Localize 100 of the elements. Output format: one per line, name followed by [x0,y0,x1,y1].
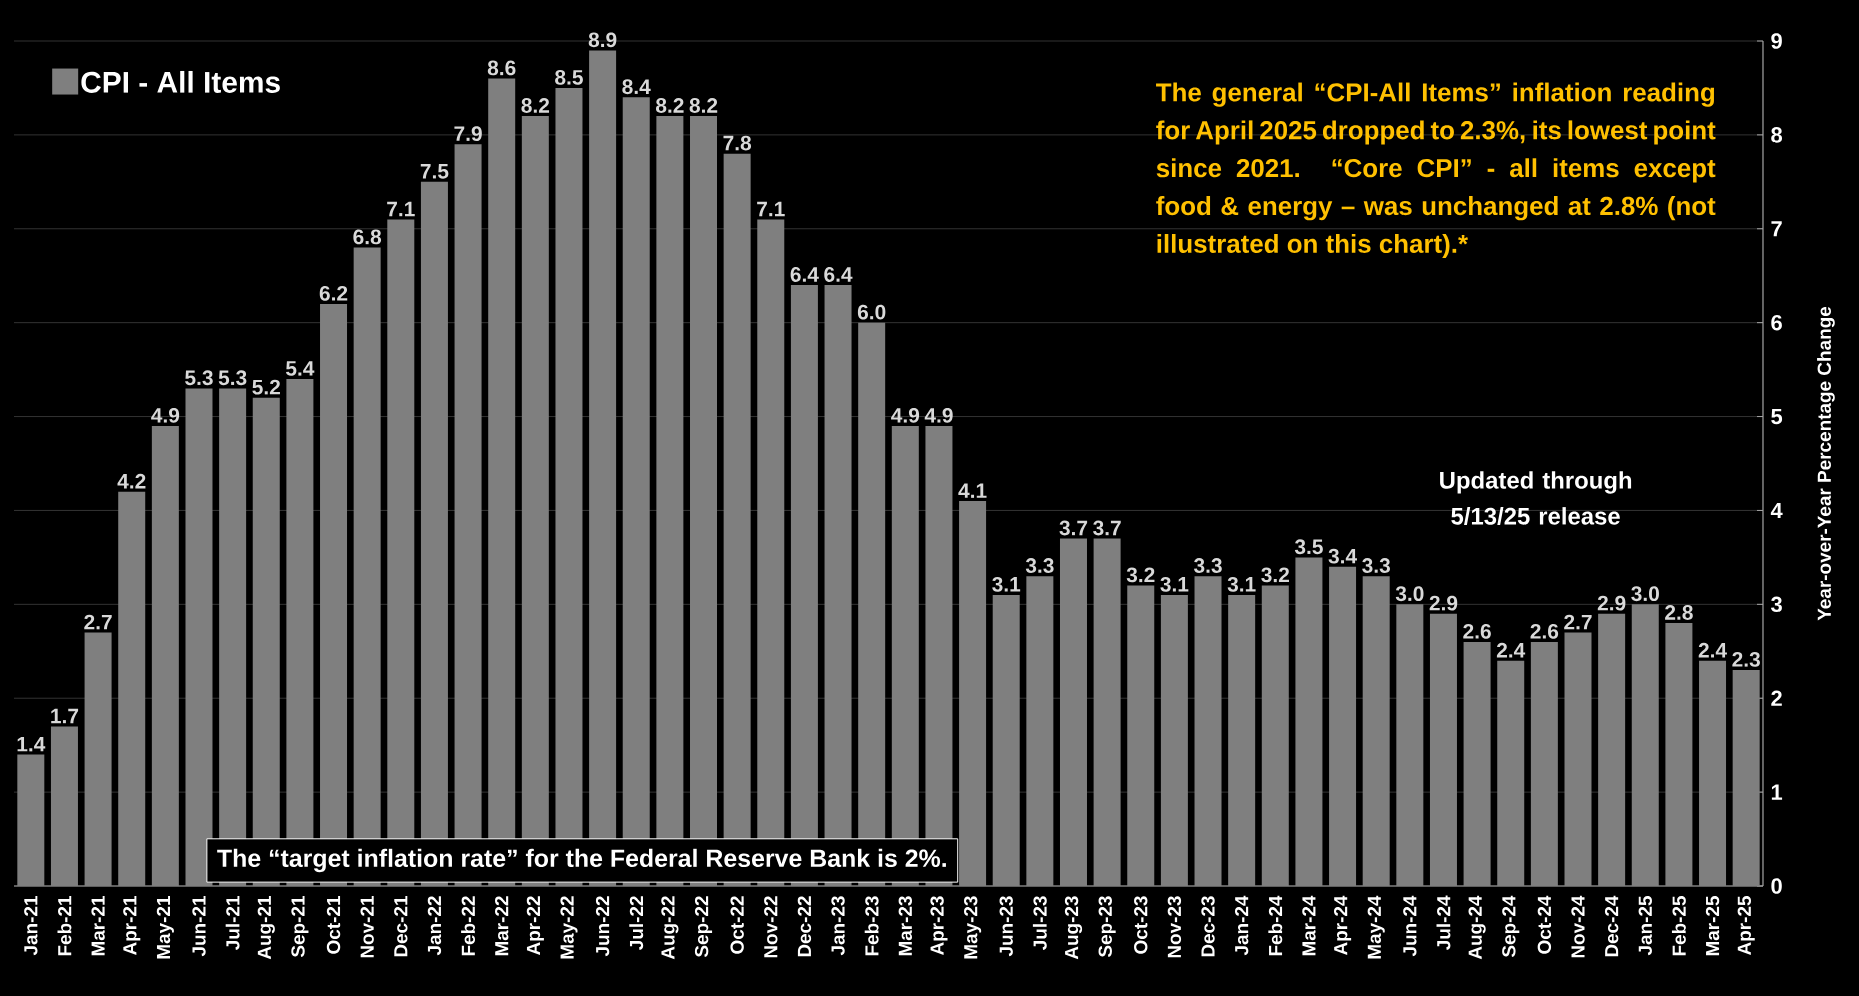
data-label: 4.9 [924,407,953,423]
x-tick-label: Apr-23 [930,896,948,956]
bar [1564,632,1592,886]
x-tick-label: Aug-24 [1468,895,1486,960]
x-tick-label: Mar-24 [1302,895,1316,956]
data-label: 8.2 [521,98,550,113]
x-tick-label: Oct-23 [1134,896,1148,954]
bar [1463,641,1491,886]
bar [1261,585,1289,886]
bar [1631,604,1659,886]
bar [1362,576,1390,886]
data-label: 2.3 [1732,652,1760,667]
data-label: 5.2 [252,379,280,395]
data-label: 8.5 [555,69,583,85]
data-label: 2.7 [84,614,112,630]
data-label: 4.2 [117,473,146,489]
x-tick-label: Mar-21 [91,896,105,956]
data-label: 7.8 [723,135,752,151]
y-axis-title: Year-over-Year Percentage Change [1817,306,1835,621]
data-label: 2.4 [1496,642,1526,658]
bar [1598,613,1626,886]
legend-label: CPI - All Items [81,70,280,93]
data-label: 3.3 [1362,558,1390,573]
data-label: 3.4 [1328,548,1357,564]
x-tick-label: Apr-21 [123,896,141,956]
x-tick-label: May-23 [964,896,982,959]
data-label: 3.3 [1025,558,1054,573]
x-tick-label: Jul-23 [1032,896,1047,950]
x-tick-label: Mar-23 [898,896,913,956]
bar [84,632,112,886]
x-tick-label: Mar-22 [495,896,509,956]
x-tick-label: Jun-21 [192,896,206,957]
x-tick-label: Nov-22 [764,896,778,958]
data-label: 2.8 [1665,605,1693,620]
bar [1228,594,1256,886]
data-label: 4.9 [891,407,920,423]
bar [1732,670,1760,886]
x-tick-label: Jan-23 [831,896,845,956]
data-label: 8.4 [622,79,651,95]
bar [1665,623,1693,886]
x-tick-label: Dec-22 [797,896,812,957]
x-tick-label: Jul-24 [1436,895,1451,950]
x-tick-label: Apr-24 [1333,895,1352,956]
x-tick-label: Aug-21 [257,896,275,960]
y-tick-label: 6 [1771,314,1782,331]
data-label: 3.1 [992,576,1021,592]
data-label: 2.6 [1463,623,1491,639]
data-label: 8.9 [588,32,617,48]
data-label: 3.5 [1294,539,1323,555]
data-label: 3.7 [1093,520,1121,536]
x-tick-label: May-21 [156,896,174,959]
bar [1127,585,1155,886]
x-tick-label: Nov-23 [1167,896,1182,958]
x-tick-label: Dec-21 [394,896,408,957]
x-tick-label: Aug-23 [1064,896,1083,960]
data-label: 6.2 [319,285,348,301]
y-tick-label: 4 [1770,502,1783,518]
x-tick-label: Oct-22 [730,896,744,954]
annotation: Updated through 5/13/25 release [1440,471,1632,525]
x-tick-label: Oct-24 [1537,895,1552,954]
bar [992,594,1020,886]
bar [1429,613,1457,886]
x-tick-label: Jun-23 [999,896,1013,957]
data-label: 6.0 [857,304,886,320]
x-tick-label: Nov-24 [1571,895,1585,958]
y-tick-label: 9 [1771,33,1782,49]
data-label: 3.0 [1631,586,1659,602]
bar [1530,641,1558,886]
data-label: 4.1 [958,483,987,498]
x-tick-label: Apr-25 [1737,896,1755,956]
bar [1093,538,1121,886]
data-label: 1.4 [17,736,46,752]
data-label: 8.6 [487,60,516,76]
x-tick-label: Feb-22 [461,896,476,956]
x-tick-label: Jan-25 [1638,896,1652,956]
data-label: 5.4 [285,361,315,376]
bar [50,726,78,886]
data-label: 7.1 [387,201,415,217]
x-tick-label: Sep-22 [694,896,713,958]
data-label: 7.1 [757,201,785,217]
data-label: 2.6 [1530,623,1559,639]
bar [1396,604,1424,886]
x-tick-label: Aug-22 [661,896,679,960]
bar [1497,660,1525,886]
x-tick-label: Feb-25 [1671,896,1686,956]
bar [1059,538,1087,886]
bar [118,491,146,886]
data-label: 3.1 [1227,576,1256,592]
data-label: 8.2 [689,98,718,113]
x-tick-label: May-24 [1367,895,1385,959]
x-tick-label: Jun-24 [1403,895,1417,957]
bar [185,388,213,886]
data-label: 5.3 [185,370,213,386]
bar [1194,576,1222,886]
data-label: 6.4 [824,267,853,282]
data-label: 3.2 [1126,567,1155,583]
x-tick-label: Jul-22 [629,896,644,950]
x-tick-label: Dec-24 [1604,895,1619,957]
x-tick-label: Oct-21 [326,896,341,954]
x-tick-label: Jul-21 [225,896,240,950]
